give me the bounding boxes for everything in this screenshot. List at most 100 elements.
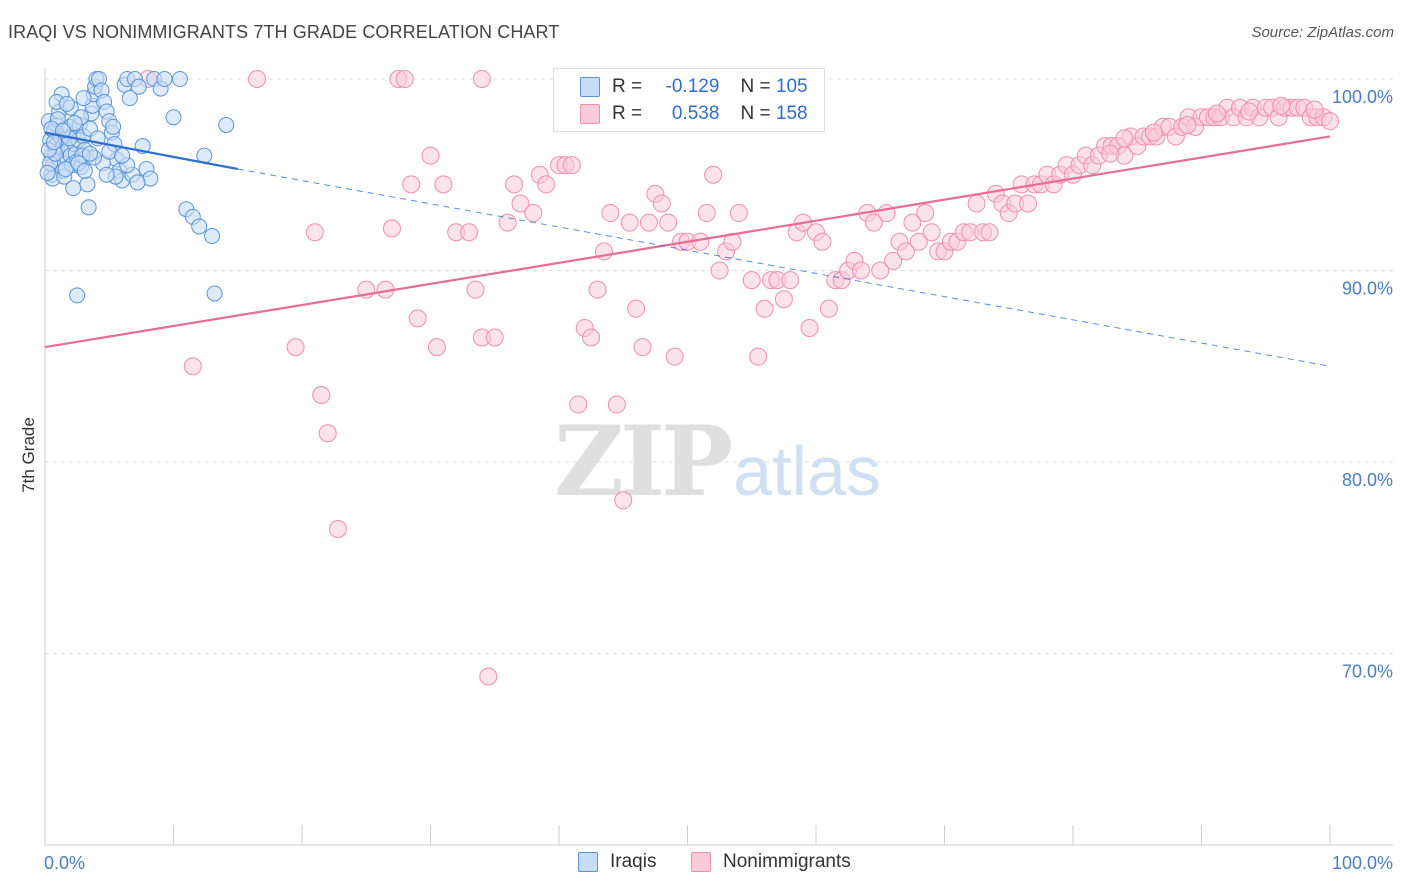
iraqis-point [191, 218, 208, 235]
nonimmigrants-point [485, 328, 504, 347]
iraqis-point [218, 116, 235, 133]
nonimmigrants-point [774, 290, 793, 309]
nonimmigrants-point [851, 261, 870, 280]
legend-item-nonimmigrants: Nonimmigrants [691, 851, 851, 873]
y-tick-label: 100.0% [1332, 87, 1393, 107]
nonimmigrants-point [395, 70, 414, 88]
nonimmigrants-point [903, 213, 922, 232]
iraqis-point [105, 118, 122, 135]
nonimmigrants-point [1207, 104, 1226, 123]
nonimmigrants-point [1115, 129, 1134, 148]
nonimmigrants-point [1101, 144, 1120, 163]
iraqis-point [114, 147, 131, 164]
iraqis-point [130, 78, 147, 95]
nonimmigrants-point [505, 175, 524, 194]
iraqis-trend-extension [237, 168, 1331, 367]
nonimmigrants-n-value: 158 [775, 103, 808, 124]
iraqis-point [75, 90, 92, 107]
nonimmigrants-point [183, 357, 202, 376]
nonimmigrants-point [328, 520, 347, 539]
legend-row-iraqis: R = -0.129 N = 105 [554, 73, 808, 101]
nonimmigrants-point [627, 299, 646, 318]
nonimmigrants-point [318, 424, 337, 443]
axes [44, 68, 1393, 846]
iraqis-trend-line [44, 131, 238, 171]
nonimmigrants-point [800, 318, 819, 337]
legend-row-nonimmigrants: R = 0.538 N = 158 [554, 100, 808, 128]
iraqis-point [39, 164, 56, 181]
nonimmigrants-point [479, 667, 498, 686]
nonimmigrants-r-label: R = [612, 103, 643, 124]
iraqis-point [81, 145, 98, 162]
nonimmigrants-point [723, 232, 742, 251]
iraqis-point [79, 176, 96, 193]
nonimmigrants-point [813, 232, 832, 251]
iraqis-point [45, 134, 62, 151]
nonimmigrants-point [652, 194, 671, 213]
iraqis-point [156, 71, 173, 87]
nonimmigrants-point [633, 338, 652, 357]
iraqis-point [66, 115, 83, 132]
nonimmigrants-point [1321, 112, 1339, 131]
nonimmigrants-point [569, 395, 588, 414]
nonimmigrants-point [582, 328, 601, 347]
nonimmigrants-point [434, 175, 453, 194]
legend-item-iraqis: Iraqis [578, 851, 656, 873]
y-tick-label: 80.0% [1342, 470, 1393, 490]
nonimmigrants-point [691, 232, 710, 251]
nonimmigrants-point [248, 70, 267, 88]
nonimmigrants-point [755, 299, 774, 318]
iraqis-point [206, 285, 223, 302]
iraqis-n-value: 105 [775, 76, 808, 97]
nonimmigrants-point [460, 223, 479, 242]
nonimmigrants-point [607, 395, 626, 414]
iraqis-point [98, 166, 115, 183]
nonimmigrants-point [710, 261, 729, 280]
iraqis-r-value: -0.129 [665, 76, 720, 97]
nonimmigrants-point [472, 70, 491, 88]
chart-title: IRAQI VS NONIMMIGRANTS 7TH GRADE CORRELA… [8, 22, 560, 42]
y-tick-label: 70.0% [1342, 662, 1393, 682]
nonimmigrants-point [1305, 100, 1324, 119]
trend-lines [44, 131, 1331, 367]
iraqis-point [65, 180, 82, 197]
nonimmigrants-point [781, 271, 800, 290]
iraqis-point [129, 174, 146, 191]
iraqis-swatch [580, 77, 600, 97]
nonimmigrants-trend-line [44, 135, 1331, 349]
nonimmigrants-point [1240, 102, 1259, 121]
nonimmigrants-point [704, 165, 723, 184]
nonimmigrants-point [537, 175, 556, 194]
x-tick-label-start: 0.0% [44, 853, 85, 873]
nonimmigrants-point [909, 232, 928, 251]
nonimmigrants-point [620, 213, 639, 232]
iraqis-point [204, 228, 221, 245]
iraqis-point [69, 287, 86, 304]
legend-iraqis-swatch [578, 852, 598, 872]
iraqis-n-label: N = [740, 76, 771, 97]
nonimmigrants-point [1019, 194, 1038, 213]
nonimmigrants-point [864, 213, 883, 232]
nonimmigrants-point [896, 242, 915, 261]
nonimmigrants-point [819, 299, 838, 318]
iraqis-point [171, 71, 188, 87]
iraqis-point [165, 109, 182, 126]
iraqis-point [76, 162, 93, 179]
nonimmigrants-point [659, 213, 678, 232]
nonimmigrants-point [312, 385, 331, 404]
nonimmigrants-point [1144, 123, 1163, 142]
gridlines [45, 78, 1393, 654]
nonimmigrants-point [1178, 115, 1197, 134]
nonimmigrants-point [742, 271, 761, 290]
nonimmigrants-point [524, 204, 543, 223]
nonimmigrants-point [382, 219, 401, 238]
nonimmigrants-point [916, 204, 935, 223]
nonimmigrants-point [402, 175, 421, 194]
nonimmigrants-swatch [580, 104, 600, 124]
nonimmigrants-point [665, 347, 684, 366]
nonimmigrants-point [697, 204, 716, 223]
nonimmigrants-point [639, 213, 658, 232]
legend-nonimmigrants-swatch [691, 852, 711, 872]
nonimmigrants-r-value: 0.538 [671, 103, 720, 124]
